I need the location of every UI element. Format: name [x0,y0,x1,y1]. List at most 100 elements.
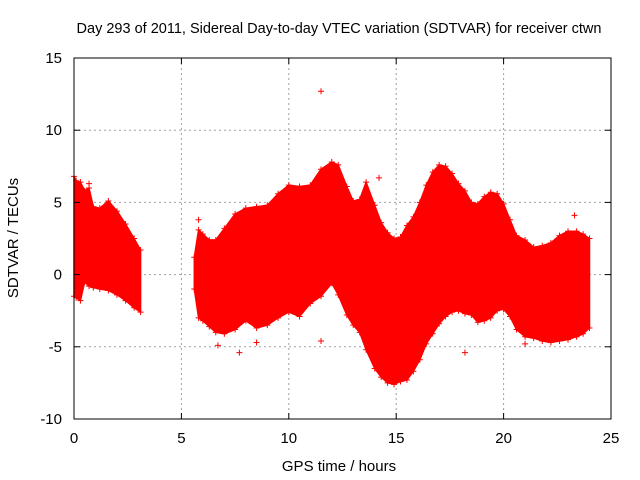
data-point [318,166,325,173]
data-point [416,356,423,363]
outlier-point [318,338,325,345]
data-point [77,297,84,304]
data-point [232,326,239,333]
outlier-point [461,349,468,356]
data-point [212,236,219,243]
data-point [206,323,213,330]
data-point [212,329,219,336]
y-axis-label: SDTVAR / TECUs [5,178,22,298]
data-point [122,297,129,304]
data-point [296,313,303,320]
y-tick-label: 5 [54,194,62,211]
data-point [378,374,385,381]
axis-ticks [73,57,612,420]
outlier-point [522,340,529,347]
data-point [191,254,198,261]
data-point [307,300,314,307]
data-point [206,236,213,243]
y-tick-label: -5 [49,339,62,356]
data-point [474,200,481,207]
data-point [131,304,138,311]
data-point [481,317,488,324]
data-point [513,232,520,239]
tick-labels: 0 5 10 15 20 25 -10 -5 0 5 10 15 [40,50,619,447]
x-tick-label: 15 [388,430,405,447]
data-point [580,330,587,337]
data-point [285,182,292,189]
data-point [253,325,260,332]
data-point [90,203,97,210]
x-tick-label: 0 [70,430,78,447]
data-point [500,200,507,207]
data-point [105,197,112,204]
data-point [328,158,335,165]
data-point [356,329,363,336]
data-point [397,378,404,385]
data-point [131,235,138,242]
data-point [199,317,206,324]
outlier-point [199,294,206,301]
data-point [221,225,228,232]
data-point [507,216,514,223]
data-point [507,313,514,320]
data-point [423,340,430,347]
data-point [318,293,325,300]
data-point [90,284,97,291]
data-point [242,317,249,324]
data-point [429,169,436,176]
data-point [307,182,314,189]
data-point [328,280,335,287]
data-point [429,330,436,337]
data-point [547,339,554,346]
x-tick-label: 25 [603,430,620,447]
y-tick-label: 0 [54,267,62,284]
outlier-point [571,212,578,219]
outlier-point [236,349,243,356]
data-point [343,312,350,319]
outlier-point [318,88,325,95]
data-point [449,170,456,177]
data-point [363,346,370,353]
outlier-point [195,216,202,223]
outlier-point [584,323,591,330]
y-tick-label: 15 [45,50,62,67]
data-layer [71,88,593,388]
data-point [436,161,443,168]
data-point [81,187,88,194]
data-point [113,208,120,215]
data-point [391,235,398,242]
data-point [195,226,202,233]
data-point [481,193,488,200]
data-point [122,221,129,228]
data-point [86,283,93,290]
data-point [468,312,475,319]
data-point [455,180,462,187]
x-tick-label: 10 [280,430,297,447]
data-point [522,236,529,243]
data-point [461,310,468,317]
data-point [96,205,103,212]
data-point [350,197,357,204]
data-point [113,291,120,298]
data-point [371,365,378,372]
data-point [423,182,430,189]
data-point [199,231,206,238]
data-point [81,278,88,285]
plot-frame [73,57,612,420]
data-point [573,228,580,235]
data-point [343,183,350,190]
data-point [242,205,249,212]
outlier-point [253,339,260,346]
data-point [565,336,572,343]
data-point [410,368,417,375]
data-point [384,379,391,386]
data-point [296,183,303,190]
data-point [487,189,494,196]
data-point [77,179,84,186]
data-point [410,213,417,220]
data-point [442,163,449,170]
data-point [403,222,410,229]
outlier-point [376,174,383,181]
data-point [416,199,423,206]
